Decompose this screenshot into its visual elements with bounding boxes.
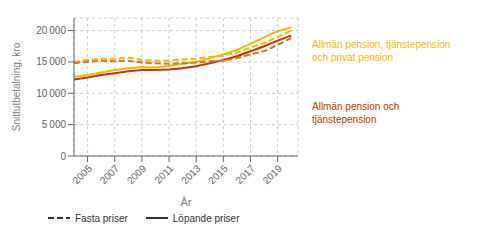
svg-text:0: 0 xyxy=(60,151,66,162)
svg-text:5 000: 5 000 xyxy=(42,119,67,130)
svg-text:2005: 2005 xyxy=(70,162,94,186)
svg-text:2011: 2011 xyxy=(152,162,175,185)
svg-text:2007: 2007 xyxy=(98,162,122,186)
svg-text:2019: 2019 xyxy=(261,162,285,186)
svg-text:10 000: 10 000 xyxy=(36,88,66,99)
svg-text:2009: 2009 xyxy=(125,162,149,186)
html-text:Fasta priser: Fasta priser xyxy=(75,212,128,224)
svg-text:20 000: 20 000 xyxy=(36,25,66,36)
svg-text:2015: 2015 xyxy=(206,162,230,186)
svg-text:År: År xyxy=(181,196,192,206)
html-text:Allmän pension och tjänstepens: Allmän pension och tjänstepension xyxy=(312,101,400,125)
svg-text:Snittutbetalning, kro: Snittutbetalning, kro xyxy=(11,42,22,131)
html-text:Löpande priser: Löpande priser xyxy=(172,212,240,224)
svg-text:2017: 2017 xyxy=(233,162,257,186)
svg-text:15 000: 15 000 xyxy=(36,56,66,67)
html-text:Allmän pension, tjänstepension: Allmän pension, tjänstepension och priva… xyxy=(312,39,451,63)
svg-text:2013: 2013 xyxy=(179,162,203,186)
